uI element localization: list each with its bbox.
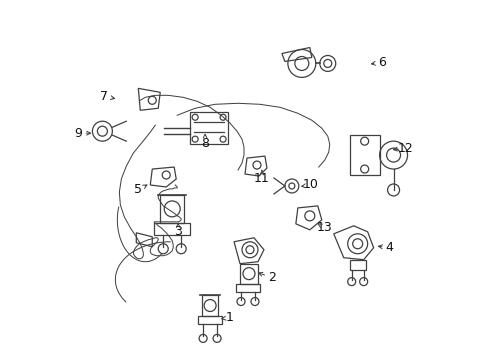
Text: 2: 2 xyxy=(267,271,275,284)
Text: 12: 12 xyxy=(397,141,412,155)
Text: 9: 9 xyxy=(74,127,82,140)
Text: 7: 7 xyxy=(100,90,108,103)
Text: 5: 5 xyxy=(134,184,142,197)
Bar xyxy=(349,135,379,175)
Text: 3: 3 xyxy=(174,225,182,238)
Text: 1: 1 xyxy=(225,311,233,324)
Bar xyxy=(154,223,190,235)
Bar xyxy=(236,284,260,292)
Bar xyxy=(190,112,227,144)
Text: 13: 13 xyxy=(316,221,332,234)
Text: 4: 4 xyxy=(385,241,393,254)
Bar xyxy=(202,294,218,316)
Text: 8: 8 xyxy=(201,137,209,150)
Text: 11: 11 xyxy=(254,171,269,185)
Bar xyxy=(349,260,365,270)
Text: 10: 10 xyxy=(302,179,318,192)
Bar xyxy=(198,316,222,324)
Bar xyxy=(240,264,258,284)
Text: 6: 6 xyxy=(377,56,385,69)
Bar xyxy=(160,195,184,223)
